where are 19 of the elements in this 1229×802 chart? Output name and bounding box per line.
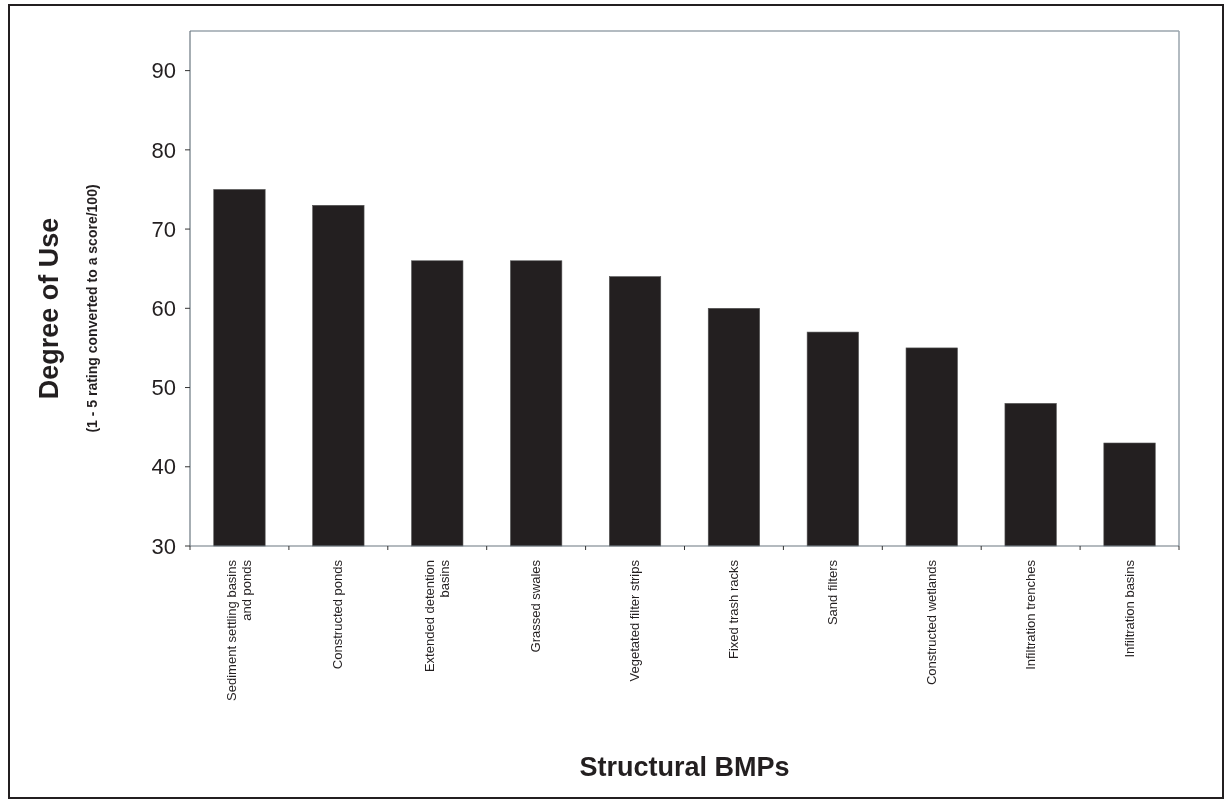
y-tick-label: 30 [151, 533, 176, 559]
x-tick-label: Constructed ponds [330, 559, 346, 670]
x-tick-label: Constructed wetlands [923, 559, 939, 686]
y-tick-label: 70 [151, 216, 176, 242]
x-tick-label: Vegetated filter strips [627, 559, 643, 682]
x-axis-title: Structural BMPs [579, 752, 790, 782]
y-tick-label: 50 [151, 375, 176, 401]
x-tick-label: Sand filters [824, 559, 840, 626]
x-tick-label: Grassed swales [528, 559, 544, 653]
x-tick-label: Sediment settling basins and ponds [223, 559, 254, 701]
x-tick-label: Infiltration basins [1121, 559, 1137, 658]
y-tick-label: 90 [151, 58, 176, 84]
x-tick-label: Infiltration trenches [1022, 559, 1038, 670]
y-axis-title: Degree of Use (1 - 5 rating converted to a score/100) [34, 184, 100, 433]
x-tick-label: Fixed trash racks [725, 559, 741, 659]
x-tick-label: Extended detention basins [421, 559, 452, 673]
y-tick-label: 60 [151, 296, 176, 322]
y-tick-label: 40 [151, 454, 176, 480]
y-tick-label: 80 [151, 137, 176, 163]
